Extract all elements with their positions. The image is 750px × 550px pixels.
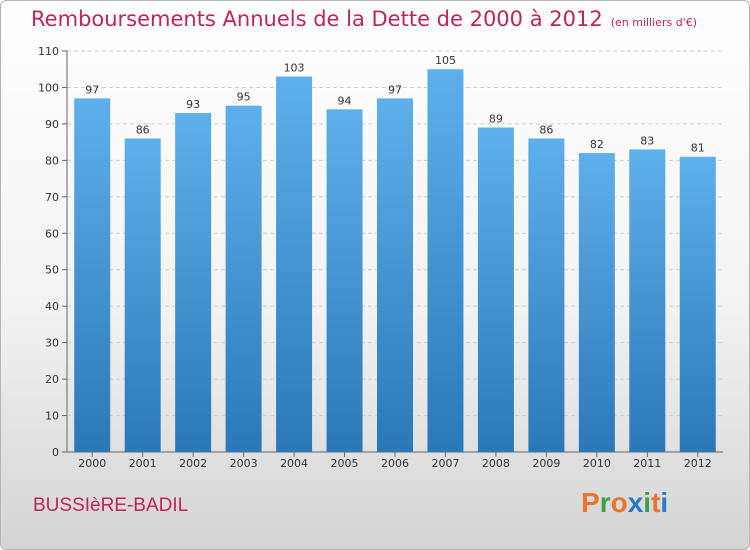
logo-letter: i [643,487,652,518]
commune-name: BUSSIèRE-BADIL [33,495,189,516]
value-label-2000: 97 [85,83,99,96]
value-label-2005: 94 [338,94,352,107]
x-tick-labels: 2000 2001 2002 2003 2004 2005 2006 2007 2008 2009… [78,452,712,470]
y-tick-label-20: 20 [45,373,59,386]
logo-letter: i [660,487,669,518]
y-tick-label-60: 60 [45,227,59,240]
y-tick-label-40: 40 [45,300,59,313]
bar-2010 [578,153,615,452]
y-tick-label-10: 10 [45,410,59,423]
x-tick-label-2004: 2004 [280,457,308,470]
y-tick-labels: 0 10 20 30 40 50 60 70 80 90 100 110 [38,45,67,459]
x-tick-label-2010: 2010 [583,457,611,470]
value-label-2006: 97 [388,83,402,96]
chart-title-block: Remboursements Annuels de la Dette de 20… [31,7,697,31]
x-tick-label-2011: 2011 [633,457,661,470]
chart-title: Remboursements Annuels de la Dette de 20… [31,7,603,31]
proxiti-logo[interactable]: Proxiti [581,487,668,519]
y-tick-label-30: 30 [45,337,59,350]
value-label-2007: 105 [435,54,456,67]
bar-2003 [225,105,262,452]
bar-2005 [326,109,363,452]
bar-2004 [276,76,313,452]
logo-letter: t [651,487,661,518]
bar-2012 [679,156,716,452]
value-label-2008: 89 [489,113,503,126]
y-tick-label-0: 0 [52,446,59,459]
x-tick-label-2002: 2002 [179,457,207,470]
value-label-2010: 82 [590,138,604,151]
y-tick-label-110: 110 [38,45,59,58]
bar-2011 [629,149,666,452]
x-tick-label-2006: 2006 [381,457,409,470]
value-label-2004: 103 [284,62,305,75]
bar-2008 [477,127,514,453]
bar-2009 [528,138,565,452]
value-label-2003: 95 [237,91,251,104]
x-tick-label-2003: 2003 [230,457,258,470]
y-tick-label-70: 70 [45,191,59,204]
bar-2006 [377,98,413,453]
x-tick-label-2012: 2012 [684,457,712,470]
value-labels: 97 86 93 95 103 94 97 105 89 86 82 83 81 [85,54,705,154]
y-tick-label-90: 90 [45,118,59,131]
logo-letter: x [627,487,644,518]
value-label-2012: 81 [691,142,705,155]
value-label-2011: 83 [640,134,654,147]
x-tick-label-2000: 2000 [78,457,106,470]
logo-letter: o [610,487,628,518]
bar-2002 [175,112,212,453]
value-label-2009: 86 [539,123,553,136]
x-tick-label-2008: 2008 [482,457,510,470]
x-tick-label-2001: 2001 [129,457,157,470]
x-tick-label-2009: 2009 [532,457,560,470]
bar-2000 [74,98,111,453]
bars [74,69,716,453]
x-tick-label-2005: 2005 [331,457,359,470]
logo-letter: P [581,487,600,518]
bar-2001 [124,138,161,452]
chart-unit: (en milliers d'€) [610,16,697,29]
x-tick-label-2007: 2007 [431,457,459,470]
y-tick-label-50: 50 [45,264,59,277]
y-tick-label-100: 100 [38,81,59,94]
value-label-2002: 93 [186,98,200,111]
logo-letter: r [599,487,611,518]
bar-2007 [427,69,464,453]
value-label-2001: 86 [136,123,150,136]
y-tick-label-80: 80 [45,154,59,167]
